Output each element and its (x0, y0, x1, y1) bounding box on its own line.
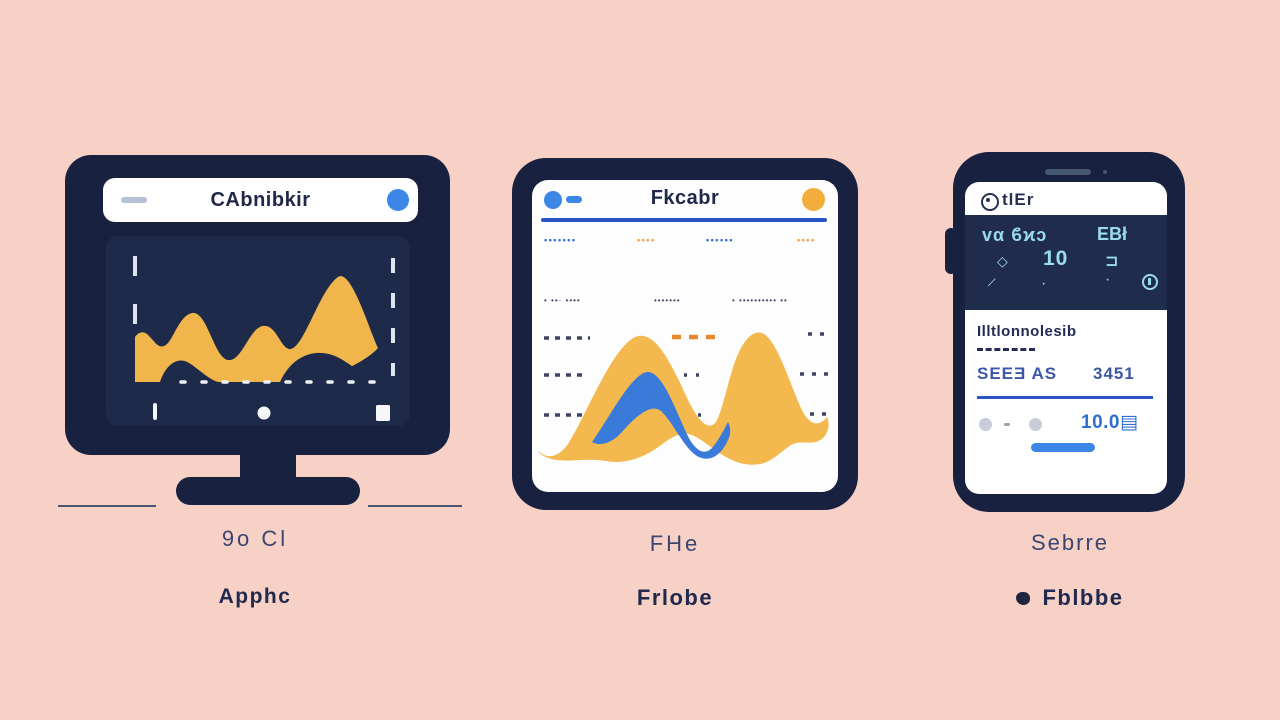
heading-dashed-underline (977, 348, 1035, 351)
dot-mark: · (1041, 275, 1047, 292)
phone-caption-title: Fblbbe (1042, 585, 1124, 610)
blue-wave-series (592, 372, 731, 459)
progress-pill[interactable] (1031, 443, 1095, 452)
stat-label: •••• (637, 235, 656, 245)
diamond-icon: ◇ (997, 253, 1008, 269)
ground-line-right (368, 505, 462, 507)
phone-stat-right: 3451 (1093, 364, 1135, 383)
marker-tick (153, 403, 157, 420)
phone-section-heading: Illtlonnolesib (977, 323, 1077, 340)
tablet-caption-sub: FHe (649, 531, 701, 556)
panel-glyph: EBł (1097, 224, 1128, 244)
phone-device: tlEr vα ϐϰɔ EBł ◇ 10 ⊐ ∕ · · Illtlonnole… (953, 152, 1185, 512)
clock-icon[interactable] (981, 193, 999, 211)
ground-line-left (58, 505, 156, 507)
phone-caption-sub: Sebrre (1030, 530, 1110, 555)
stat-label: •••••• (706, 235, 734, 245)
tablet-menu-icon[interactable] (544, 191, 562, 209)
stat-caption: • ••· •••• (544, 296, 581, 305)
yellow-wave-series (538, 332, 829, 465)
tablet-header-divider (541, 218, 827, 222)
tablet-avatar-button[interactable] (802, 188, 825, 211)
desktop-area-chart (133, 256, 395, 421)
bullet-dot-icon (1016, 591, 1031, 605)
desktop-caption-sub: 9o Cl (221, 526, 289, 551)
desktop-avatar-button[interactable] (387, 189, 409, 211)
phone-caption-row: Fblbbe (950, 585, 1190, 611)
tablet-menu-dash-icon[interactable] (566, 196, 582, 203)
navy-carve-wave-1 (160, 360, 218, 382)
phone-screen: tlEr vα ϐϰɔ EBł ◇ 10 ⊐ ∕ · · Illtlonnole… (965, 182, 1167, 494)
status-dot (1029, 418, 1042, 431)
phone-stats-panel: vα ϐϰɔ EBł ◇ 10 ⊐ ∕ · · (965, 215, 1167, 310)
marker-square (376, 405, 390, 421)
stat-caption: ••••••• (654, 296, 681, 305)
phone-value: 10.0▤ (1081, 412, 1139, 433)
phone-header-title: tlEr (1002, 190, 1035, 209)
tablet-caption-title: Frlobe (636, 585, 714, 610)
phone-stat-left: SEEƎ AS (977, 364, 1058, 383)
dot-mark: · (1105, 271, 1111, 288)
slash-mark: ∕ (989, 274, 995, 291)
desktop-titlebar (103, 178, 418, 222)
marker-dot (257, 406, 271, 420)
status-dot (979, 418, 992, 431)
phone-divider (977, 396, 1153, 399)
monitor-stand-base (176, 477, 360, 505)
tablet-screen: Fkcabr ••••••• •••• •••••• •••• • ••· ••… (532, 180, 838, 492)
left-dashed-labels (544, 336, 592, 417)
info-circle-icon[interactable] (1142, 274, 1158, 290)
bracket-icon: ⊐ (1105, 253, 1119, 270)
monitor-stand-neck (240, 450, 296, 482)
panel-glyph: vα ϐϰɔ (982, 225, 1048, 245)
stat-label: •••• (797, 235, 816, 245)
tablet-page-title: Fkcabr (650, 187, 720, 209)
menu-dash-icon[interactable] (121, 197, 147, 203)
desktop-caption-title: Apphc (218, 585, 292, 608)
right-dashed-marks (798, 332, 830, 416)
tablet-wave-chart (538, 332, 830, 465)
mini-dash (1004, 423, 1010, 426)
phone-speaker (1045, 169, 1091, 175)
phone-camera-dot (1103, 170, 1107, 174)
panel-number: 10 (1043, 247, 1069, 270)
stat-caption: • •••••••••• •• (732, 296, 788, 305)
navy-carve-wave-2 (280, 352, 372, 382)
desktop-window-title: CAbnibkir (210, 189, 311, 211)
stat-label: ••••••• (544, 235, 577, 245)
